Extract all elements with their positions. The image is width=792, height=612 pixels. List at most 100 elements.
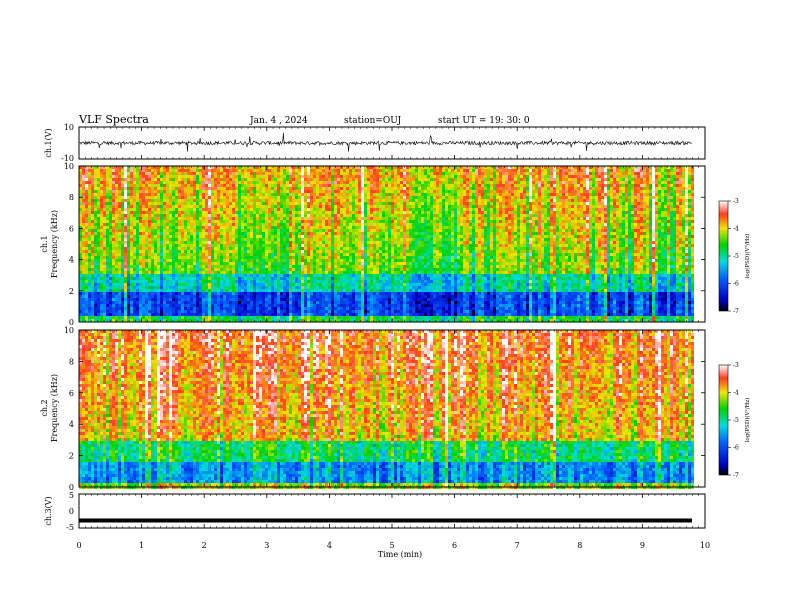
ch1-spec-cell [514,205,517,208]
ch1-spec-cell [550,196,553,199]
ch1-spec-cell [151,181,154,184]
ch1-spec-cell [610,229,613,232]
ch1-spec-cell [379,232,382,235]
ch1-spec-cell [391,214,394,217]
ch1-spec-cell [361,187,364,190]
ch1-spec-cell [325,181,328,184]
ch1-spec-cell [265,181,268,184]
ch1-spec-cell [406,235,409,238]
ch1-spec-cell [403,232,406,235]
ch1-spec-cell [361,220,364,223]
ch1-spec-cell [361,211,364,214]
ch1-spec-cell [388,223,391,226]
ch1-spec-cell [109,178,112,181]
ch1-spec-cell [463,217,466,220]
ch1-spec-cell [94,238,97,241]
ch1-spec-cell [391,208,394,211]
ch1-spec-cell [88,193,91,196]
ch1-spec-cell [670,217,673,220]
ch1-spec-cell [241,169,244,172]
ch1-spec-cell [301,220,304,223]
ch1-spec-cell [529,208,532,211]
ch1-spec-cell [283,223,286,226]
ch1-spec-cell [304,229,307,232]
ch1-spec-cell [223,232,226,235]
ch1-spec-cell [628,202,631,205]
ch1-spec-cell [631,226,634,229]
ch1-spec-cell [124,211,127,214]
ch1-spec-cell [649,169,652,172]
ch1-spec-cell [616,208,619,211]
ch1-spec-cell [304,214,307,217]
ch1-spec-cell [589,166,592,169]
ch1-spec-cell [622,208,625,211]
ch1-spec-cell [247,202,250,205]
ch1-spec-cell [205,208,208,211]
ch1-spec-cell [523,202,526,205]
ch1-spec-cell [142,223,145,226]
ch1-spec-cell [658,205,661,208]
ch1-spec-cell [310,178,313,181]
ch1-spec-cell [109,232,112,235]
ch1-spec-cell [238,190,241,193]
ch1-spec-cell [511,178,514,181]
ch1-spec-cell [544,220,547,223]
ch1-spec-cell [559,223,562,226]
ch1-spec-cell [442,229,445,232]
ch1-spec-cell [676,193,679,196]
ch1-spec-cell [433,217,436,220]
ch1-spec-cell [223,178,226,181]
ch1-spec-cell [262,187,265,190]
ch1-spec-cell [190,226,193,229]
ch1-spec-cell [322,208,325,211]
ch1-spec-cell [448,190,451,193]
ch1-spec-cell [271,214,274,217]
ch1-spec-cell [220,202,223,205]
ch1-spec-cell [589,169,592,172]
ch1-spec-cell [295,199,298,202]
ch1-spec-cell [547,223,550,226]
ch1-spec-cell [277,208,280,211]
ch1-spec-cell [154,214,157,217]
ch1-spec-cell [343,169,346,172]
ch1-spec-cell [535,199,538,202]
ch1-spec-cell [448,229,451,232]
ch1-spec-cell [286,187,289,190]
ch1-spec-cell [622,199,625,202]
ch1-spec-cell [370,181,373,184]
ch1-spec-cell [595,226,598,229]
ch1-spec-cell [457,196,460,199]
ch1-spec-cell [460,172,463,175]
ch1-spec-cell [376,214,379,217]
ch1-spec-cell [130,235,133,238]
ch1-spec-cell [190,184,193,187]
ch1-spec-cell [427,193,430,196]
ch1-spec-cell [139,199,142,202]
ch1-spec-cell [409,181,412,184]
ch1-spec-cell [133,229,136,232]
ch1-spec-cell [571,184,574,187]
ch1-spec-cell [541,226,544,229]
ch1-spec-cell [457,232,460,235]
ch1-spec-cell [328,208,331,211]
ch1-spec-cell [133,220,136,223]
ch1-spec-cell [82,196,85,199]
ch1-spec-cell [214,175,217,178]
ch1-spec-cell [565,235,568,238]
ch1-spec-cell [553,211,556,214]
ch1-spec-cell [136,181,139,184]
ch1-spec-cell [643,223,646,226]
ch1-spec-cell [541,181,544,184]
ch1-spec-cell [445,205,448,208]
ch1-spec-cell [475,187,478,190]
ch1-spec-cell [223,205,226,208]
ch1-spec-cell [316,169,319,172]
ch1-spec-cell [307,166,310,169]
ch1-spec-cell [310,220,313,223]
ch1-spec-cell [502,169,505,172]
ch1-spec-cell [316,232,319,235]
ch1-spec-cell [214,229,217,232]
ch1-spec-cell [412,166,415,169]
ch1-spec-cell [121,199,124,202]
ch1-spec-cell [424,178,427,181]
